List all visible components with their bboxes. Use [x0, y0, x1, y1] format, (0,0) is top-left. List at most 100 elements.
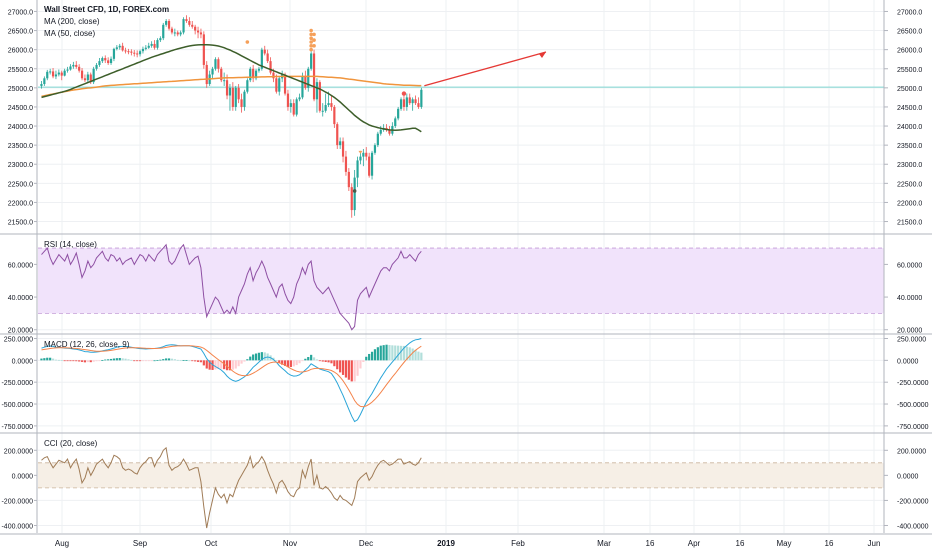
candle-up [295, 99, 298, 115]
macd-histogram-bar [399, 345, 403, 361]
macd-histogram-bar [356, 360, 359, 376]
buy-signal-dot [352, 189, 357, 193]
macd-histogram-bar [54, 359, 58, 361]
candle-up [315, 82, 319, 100]
macd-signal-line [41, 345, 422, 408]
macd-histogram-bar [223, 360, 226, 370]
macd-histogram-bar [107, 359, 110, 361]
candle-up [310, 53, 313, 69]
macd-histogram-bar [162, 359, 165, 361]
macd-histogram-bar [281, 360, 284, 365]
macd-histogram-bar [304, 358, 307, 361]
ma200-legend[interactable]: MA (200, close) [44, 17, 100, 26]
rsi-legend[interactable]: RSI (14, close) [44, 240, 97, 249]
candle-up [147, 45, 150, 48]
macd-histogram-bar [359, 360, 362, 369]
candle-down [51, 71, 55, 77]
macd-histogram-bar [43, 358, 46, 361]
ma50-line [41, 43, 422, 133]
candle-up [95, 64, 98, 69]
macd-histogram-bar [130, 359, 133, 361]
cci-y-tick-label-left: -400.0000 [1, 523, 33, 530]
candle-down [365, 152, 368, 157]
price-y-tick-label-right: 23000.0 [897, 162, 922, 169]
macd-histogram-bar [51, 358, 55, 361]
x-tick-label: Jun [868, 539, 881, 548]
macd-histogram-bar [144, 360, 147, 362]
macd-histogram-bar [80, 360, 84, 362]
macd-histogram-bar [318, 360, 321, 362]
price-y-tick-label-left: 21500.0 [8, 220, 33, 227]
macd-histogram-bar [252, 354, 255, 361]
price-y-tick-label-left: 24000.0 [8, 124, 33, 131]
macd-pane [40, 338, 423, 423]
candle-down [272, 72, 275, 79]
price-pane [38, 15, 884, 218]
macd-histogram-bar [72, 360, 75, 362]
macd-histogram-bar [257, 352, 261, 361]
x-tick-label: Apr [688, 539, 701, 548]
macd-histogram-bar [228, 360, 232, 371]
cci-y-tick-label-left: 0.0000 [12, 473, 34, 480]
candle-down [318, 82, 321, 111]
cci-legend[interactable]: CCI (20, close) [44, 439, 98, 448]
macd-legend[interactable]: MACD (12, 26, close, 9) [44, 340, 130, 349]
candle-down [269, 61, 272, 73]
macd-histogram-bar [344, 360, 348, 378]
candle-up [394, 118, 397, 127]
candle-down [133, 52, 136, 54]
macd-histogram-bar [240, 360, 243, 364]
macd-histogram-bar [327, 360, 330, 363]
macd-histogram-bar [112, 358, 116, 361]
macd-histogram-bar [121, 358, 124, 361]
sell-signal-dot [309, 47, 313, 52]
macd-histogram-bar [95, 360, 98, 362]
candle-down [60, 72, 63, 76]
candle-up [173, 32, 176, 34]
macd-histogram-bar [370, 351, 374, 361]
candle-up [109, 58, 113, 64]
candle-up [289, 103, 292, 107]
rsi-band [38, 248, 884, 314]
candle-up [324, 105, 327, 111]
candle-up [101, 58, 104, 62]
macd-histogram-bar [176, 359, 179, 361]
ma50-legend[interactable]: MA (50, close) [44, 29, 96, 38]
candle-up [150, 43, 153, 46]
macd-histogram-bar [86, 360, 89, 363]
candle-up [156, 40, 159, 48]
sell-signal-dot [309, 44, 313, 48]
candle-up [249, 68, 252, 81]
cci-y-tick-label-right: 200.0000 [897, 448, 926, 455]
candle-up [359, 156, 362, 161]
macd-histogram-bar [127, 359, 130, 361]
candle-up [86, 74, 89, 81]
candle-up [63, 70, 66, 76]
macd-y-tick-label-left: -500.0000 [1, 402, 33, 409]
candle-up [234, 87, 237, 107]
macd-histogram-bar [362, 360, 365, 363]
candle-up [243, 91, 246, 107]
rsi-y-tick-label-left: 60.0000 [8, 262, 33, 269]
candle-down [283, 74, 287, 94]
candle-up [399, 99, 403, 109]
macd-histogram-bar [246, 359, 249, 361]
rsi-y-tick-label-right: 60.0000 [897, 262, 922, 269]
candle-down [341, 141, 345, 157]
sell-signal-dot [312, 44, 316, 48]
candle-down [202, 34, 205, 65]
price-y-tick-label-left: 25000.0 [8, 86, 33, 93]
price-y-tick-label-right: 22500.0 [897, 181, 922, 188]
macd-histogram-bar [188, 360, 191, 362]
macd-histogram-bar [141, 360, 145, 362]
x-tick-label: 16 [736, 539, 745, 548]
macd-histogram-bar [373, 349, 377, 361]
candle-down [153, 43, 156, 48]
symbol-title[interactable]: Wall Street CFD, 1D, FOREX.com [44, 5, 170, 14]
macd-histogram-bar [185, 360, 188, 361]
candle-up [397, 108, 400, 119]
macd-histogram-bar [260, 352, 263, 361]
x-tick-label: Nov [283, 539, 297, 548]
macd-histogram-bar [179, 360, 182, 362]
